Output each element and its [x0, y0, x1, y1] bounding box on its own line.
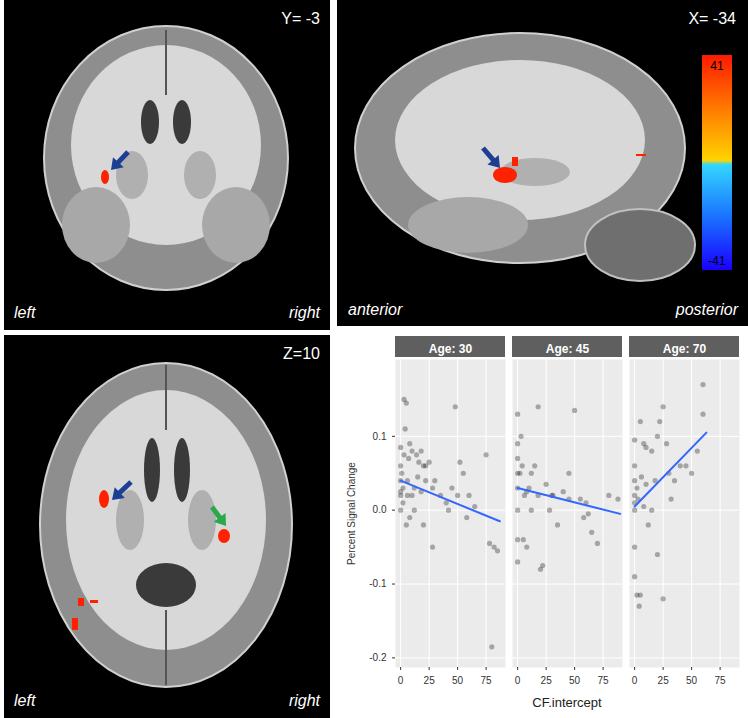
svg-text:0.0: 0.0: [373, 504, 387, 515]
svg-text:0.1: 0.1: [373, 431, 387, 442]
html-text:CF.intercept: CF.intercept: [532, 695, 602, 710]
svg-text:Y= -3: Y= -3: [281, 10, 320, 27]
svg-text:0: 0: [398, 675, 404, 686]
svg-text:-0.1: -0.1: [369, 578, 387, 589]
svg-text:50: 50: [686, 675, 698, 686]
svg-text:Percent Signal Change: Percent Signal Change: [346, 462, 357, 565]
svg-text:50: 50: [452, 675, 464, 686]
svg-text:Age: 45: Age: 45: [546, 342, 590, 356]
svg-text:X= -34: X= -34: [688, 10, 736, 27]
svg-text:25: 25: [658, 675, 670, 686]
svg-text:25: 25: [541, 675, 553, 686]
svg-text:0: 0: [632, 675, 638, 686]
svg-text:Z=10: Z=10: [283, 345, 320, 362]
svg-text:right: right: [289, 304, 321, 321]
svg-text:0: 0: [515, 675, 521, 686]
svg-text:anterior: anterior: [348, 301, 403, 318]
svg-text:left: left: [14, 304, 36, 321]
svg-text:Age: 70: Age: 70: [663, 342, 707, 356]
svg-text:right: right: [289, 692, 321, 709]
svg-text:25: 25: [424, 675, 436, 686]
svg-text:-41: -41: [708, 254, 726, 268]
svg-text:left: left: [14, 692, 36, 709]
svg-text:41: 41: [710, 59, 724, 73]
svg-text:Age: 30: Age: 30: [429, 342, 473, 356]
svg-text:75: 75: [715, 675, 727, 686]
svg-text:75: 75: [598, 675, 610, 686]
svg-text:75: 75: [481, 675, 493, 686]
svg-text:posterior: posterior: [675, 301, 739, 318]
svg-text:-0.2: -0.2: [369, 652, 387, 663]
svg-text:50: 50: [569, 675, 581, 686]
